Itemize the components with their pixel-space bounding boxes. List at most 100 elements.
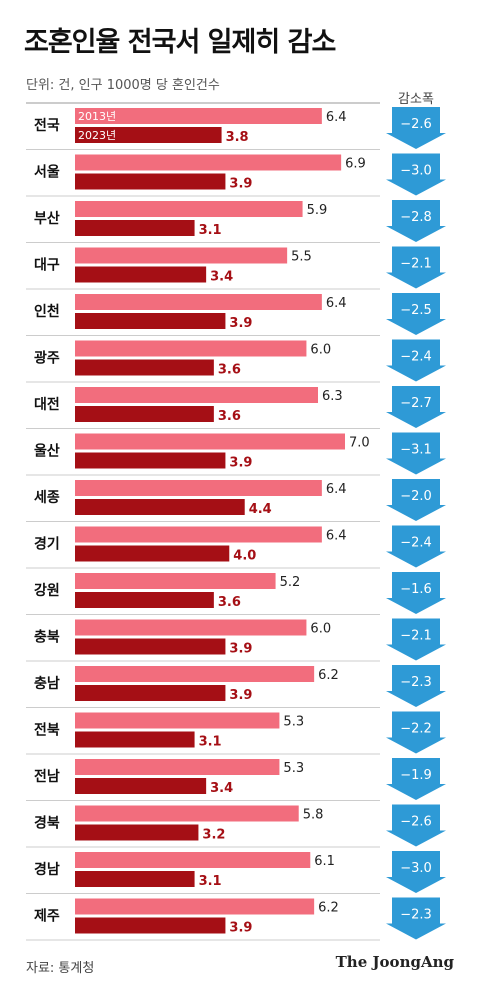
bar-2023 [75,778,207,794]
value-label-2013: 6.0 [310,343,331,358]
value-label-2013: 5.5 [291,250,312,265]
value-label-2023: 3.9 [229,642,252,657]
region-label: 전국 [34,117,60,134]
decrease-arrow-icon [386,618,446,661]
decrease-arrow-icon [386,479,446,521]
bar-2023 [75,638,226,655]
value-label-2013: 5.9 [307,203,328,218]
source-note: 자료: 통계청 [26,961,95,976]
bar-2013 [75,526,322,543]
value-label-2013: 6.4 [326,529,347,544]
bar-2023 [75,359,214,376]
bar-2013 [75,619,307,636]
decrease-value-label: −3.0 [400,164,432,179]
bar-2013 [75,201,303,217]
value-label-2013: 5.3 [283,761,304,776]
value-label-2023: 3.9 [229,456,252,471]
bar-2023 [75,173,226,190]
decrease-value-label: −2.1 [400,257,432,272]
decrease-arrow-icon [386,246,446,289]
value-label-2023: 3.9 [229,688,252,703]
decrease-value-label: −2.6 [400,117,432,132]
value-label-2023: 3.8 [226,130,249,145]
decrease-arrow-icon [386,107,446,149]
value-label-2023: 3.6 [218,363,241,378]
value-label-2023: 4.0 [233,549,256,564]
bar-2013 [75,108,322,124]
value-label-2023: 3.9 [229,316,252,331]
decrease-arrow-icon [386,153,446,196]
decrease-value-label: −2.7 [400,396,432,411]
bar-2023 [75,406,214,422]
decrease-value-label: −2.4 [400,350,432,365]
region-label: 울산 [34,443,60,460]
decrease-value-label: −2.0 [400,489,432,504]
decrease-arrow-icon [386,525,446,568]
decrease-value-label: −3.1 [400,443,432,458]
decrease-arrow-icon [386,758,446,800]
bar-2023 [75,871,195,887]
bar-2023 [75,731,195,748]
value-label-2013: 5.8 [303,808,324,823]
value-label-2023: 3.6 [218,595,241,610]
decrease-arrow-icon [386,711,446,754]
value-label-2023: 4.4 [249,502,272,517]
decrease-arrow-icon [386,386,446,428]
unit-note: 단위: 건, 인구 1000명 당 혼인건수 [26,78,220,93]
value-label-2013: 6.1 [314,854,335,869]
legend-2013: 2013년 [78,110,116,123]
bar-2023 [75,824,199,841]
region-label: 대전 [34,396,60,413]
decrease-arrow-icon [386,897,446,940]
bar-2023 [75,592,214,608]
bar-2023 [75,917,226,934]
bar-2023 [75,127,222,143]
value-label-2013: 6.0 [310,622,331,637]
bar-2023 [75,545,230,562]
region-label: 강원 [34,582,60,599]
bar-2013 [75,340,307,357]
bar-2013 [75,759,280,775]
value-label-2023: 3.6 [218,409,241,424]
publisher-logo: The JoongAng [335,953,454,971]
value-label-2023: 3.2 [202,828,225,843]
decrease-value-label: −2.6 [400,815,432,830]
bar-2013 [75,433,345,450]
bar-2023 [75,685,226,701]
decrease-value-label: −1.9 [400,768,432,783]
value-label-2013: 5.3 [283,715,304,730]
value-label-2023: 3.1 [199,223,222,238]
decrease-value-label: −2.4 [400,536,432,551]
region-label: 충남 [34,675,60,692]
bar-2013 [75,712,280,729]
region-label: 전북 [34,722,60,739]
decrease-arrow-icon [386,665,446,707]
region-label: 부산 [34,210,60,227]
region-label: 인천 [34,303,60,320]
decrease-arrow-icon [386,339,446,382]
bar-2013 [75,247,288,264]
decrease-value-label: −2.5 [400,303,432,318]
bar-2013 [75,852,311,868]
decrease-value-label: −1.6 [400,582,432,597]
value-label-2013: 6.4 [326,110,347,125]
bar-2013 [75,805,299,822]
bar-2013 [75,154,342,171]
region-label: 경기 [34,536,60,553]
value-label-2023: 3.9 [229,177,252,192]
region-label: 세종 [34,490,60,506]
bar-2013 [75,573,276,589]
value-label-2013: 6.2 [318,901,339,916]
legend-2023: 2023년 [78,129,116,142]
value-label-2013: 7.0 [349,436,370,451]
value-label-2013: 6.4 [326,296,347,311]
chart-title: 조혼인율 전국서 일제히 감소 [24,27,336,58]
bar-2013 [75,294,322,310]
bar-2013 [75,898,315,915]
decrease-column-header: 감소폭 [398,92,434,107]
decrease-value-label: −2.3 [400,908,432,923]
value-label-2023: 3.1 [199,874,222,889]
decrease-value-label: −2.8 [400,210,432,225]
value-label-2013: 6.3 [322,389,343,404]
